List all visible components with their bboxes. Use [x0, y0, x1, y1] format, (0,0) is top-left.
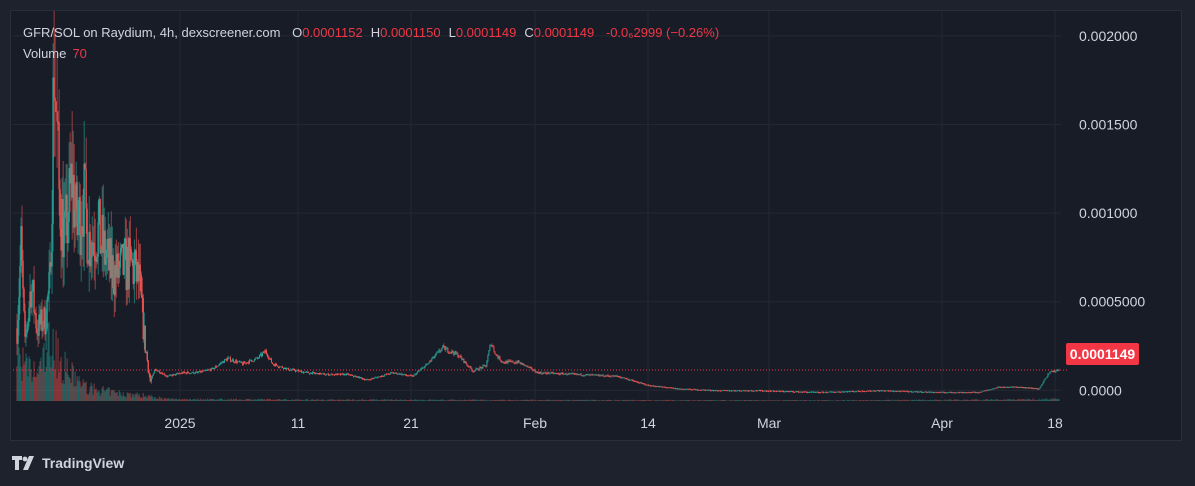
x-tick-label: 2025: [164, 415, 195, 431]
symbol-title: GFR/SOL on Raydium, 4h, dexscreener.com: [23, 25, 281, 40]
x-tick-label: Mar: [757, 415, 781, 431]
grid-lines: [13, 11, 1061, 401]
ohlc-values: O0.0001152 H0.0001150 L0.0001149 C0.0001149: [284, 25, 594, 40]
volume-bars: [16, 322, 1060, 401]
x-tick-label: 18: [1047, 415, 1063, 431]
footer-brand: TradingView: [42, 455, 125, 471]
volume-legend: Volume 70: [23, 46, 87, 61]
x-tick-label: Feb: [523, 415, 547, 431]
y-axis-labels: 0.002000 0.001500 0.001000 0.0005000 0.0000: [1079, 28, 1145, 399]
symbol-legend: GFR/SOL on Raydium, 4h, dexscreener.com …: [23, 25, 719, 40]
x-tick-label: Apr: [931, 415, 953, 431]
tradingview-icon: [12, 456, 34, 470]
y-tick-label: 0.0000: [1079, 382, 1122, 398]
volume-value: 70: [72, 46, 87, 61]
y-tick-label: 0.001000: [1079, 205, 1138, 221]
ohlc-value-o: 0.0001152: [302, 25, 363, 40]
chart-frame: 0.002000 0.001500 0.001000 0.0005000 0.0000 …: [10, 10, 1182, 441]
y-tick-label: 0.001500: [1079, 116, 1138, 132]
ohlc-value-h: 0.0001150: [380, 25, 441, 40]
x-axis-labels: 2025 11 21 Feb 14 Mar Apr 18: [164, 415, 1063, 431]
volume-label: Volume: [23, 46, 67, 61]
candles: [16, 11, 1060, 394]
ohlc-key-h: H: [370, 25, 381, 40]
ohlc-key-c: C: [524, 25, 534, 40]
y-tick-label: 0.002000: [1079, 28, 1138, 44]
ohlc-value-l: 0.0001149: [455, 25, 517, 40]
last-price-tag: 0.0001149: [1066, 343, 1139, 365]
ohlc-key-o: O: [292, 25, 303, 40]
ohlc-key-l: L: [448, 25, 456, 40]
price-change: -0.0₆2999 (−0.26%): [605, 25, 720, 40]
x-tick-label: 21: [403, 415, 419, 431]
x-tick-label: 11: [291, 415, 306, 431]
x-tick-label: 14: [640, 415, 656, 431]
tradingview-logo[interactable]: TradingView: [12, 455, 124, 471]
ohlc-value-c: 0.0001149: [533, 25, 595, 40]
y-tick-label: 0.0005000: [1079, 294, 1145, 310]
price-chart[interactable]: 0.0020000.0015000.0010000.00050000.0000 …: [11, 11, 1183, 442]
